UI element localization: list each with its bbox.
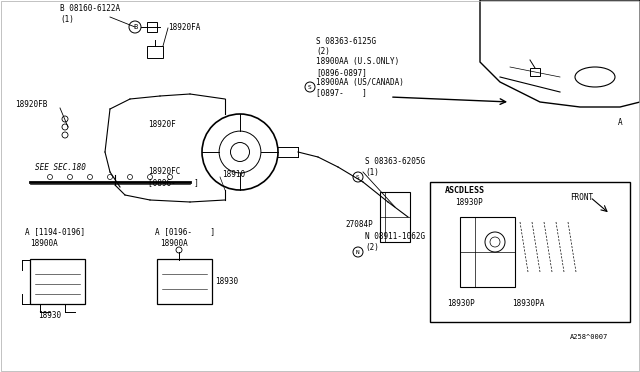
Bar bbox=[460, 217, 515, 287]
Text: ASCDLESS: ASCDLESS bbox=[445, 186, 485, 195]
Text: 18920FC
[0896-    ]: 18920FC [0896- ] bbox=[148, 167, 199, 187]
Bar bbox=[30, 259, 85, 304]
Bar bbox=[530, 68, 540, 76]
Bar bbox=[147, 46, 163, 58]
Text: 18910: 18910 bbox=[222, 170, 245, 179]
Text: 18930: 18930 bbox=[215, 278, 238, 286]
Text: S: S bbox=[308, 84, 312, 90]
Text: 18930P: 18930P bbox=[447, 299, 475, 308]
Text: B: B bbox=[133, 24, 137, 30]
Text: SEE SEC.180: SEE SEC.180 bbox=[35, 163, 86, 171]
Text: B 08160-6122A
(1): B 08160-6122A (1) bbox=[60, 4, 120, 24]
Text: 18930: 18930 bbox=[38, 311, 61, 321]
Text: A [1194-0196]: A [1194-0196] bbox=[25, 228, 85, 237]
Text: 18930P: 18930P bbox=[455, 198, 483, 206]
Text: 18920FA: 18920FA bbox=[168, 22, 200, 32]
Text: N 08911-1062G
(2): N 08911-1062G (2) bbox=[365, 232, 425, 252]
Text: A [0196-    ]: A [0196- ] bbox=[155, 228, 215, 237]
Text: 18920FB: 18920FB bbox=[15, 99, 47, 109]
Bar bbox=[157, 259, 212, 304]
Text: S 08363-6125G
(2)
18900AA (U.S.ONLY)
[0896-0897]
18900AA (US/CANADA)
[0897-    ]: S 08363-6125G (2) 18900AA (U.S.ONLY) [08… bbox=[316, 36, 404, 97]
Text: 18900A: 18900A bbox=[30, 240, 58, 248]
Text: S: S bbox=[356, 174, 360, 180]
Bar bbox=[147, 22, 157, 32]
Text: N: N bbox=[356, 250, 360, 254]
Text: FRONT: FRONT bbox=[570, 192, 593, 202]
Text: 27084P: 27084P bbox=[345, 219, 372, 228]
Text: 18920F: 18920F bbox=[148, 119, 176, 128]
Text: 18930PA: 18930PA bbox=[512, 299, 545, 308]
Text: A258^0007: A258^0007 bbox=[570, 334, 608, 340]
Text: S 08363-6205G
(1): S 08363-6205G (1) bbox=[365, 157, 425, 177]
Bar bbox=[430, 182, 630, 322]
Text: A: A bbox=[618, 118, 622, 126]
Bar bbox=[380, 192, 410, 242]
Text: 18900A: 18900A bbox=[160, 240, 188, 248]
